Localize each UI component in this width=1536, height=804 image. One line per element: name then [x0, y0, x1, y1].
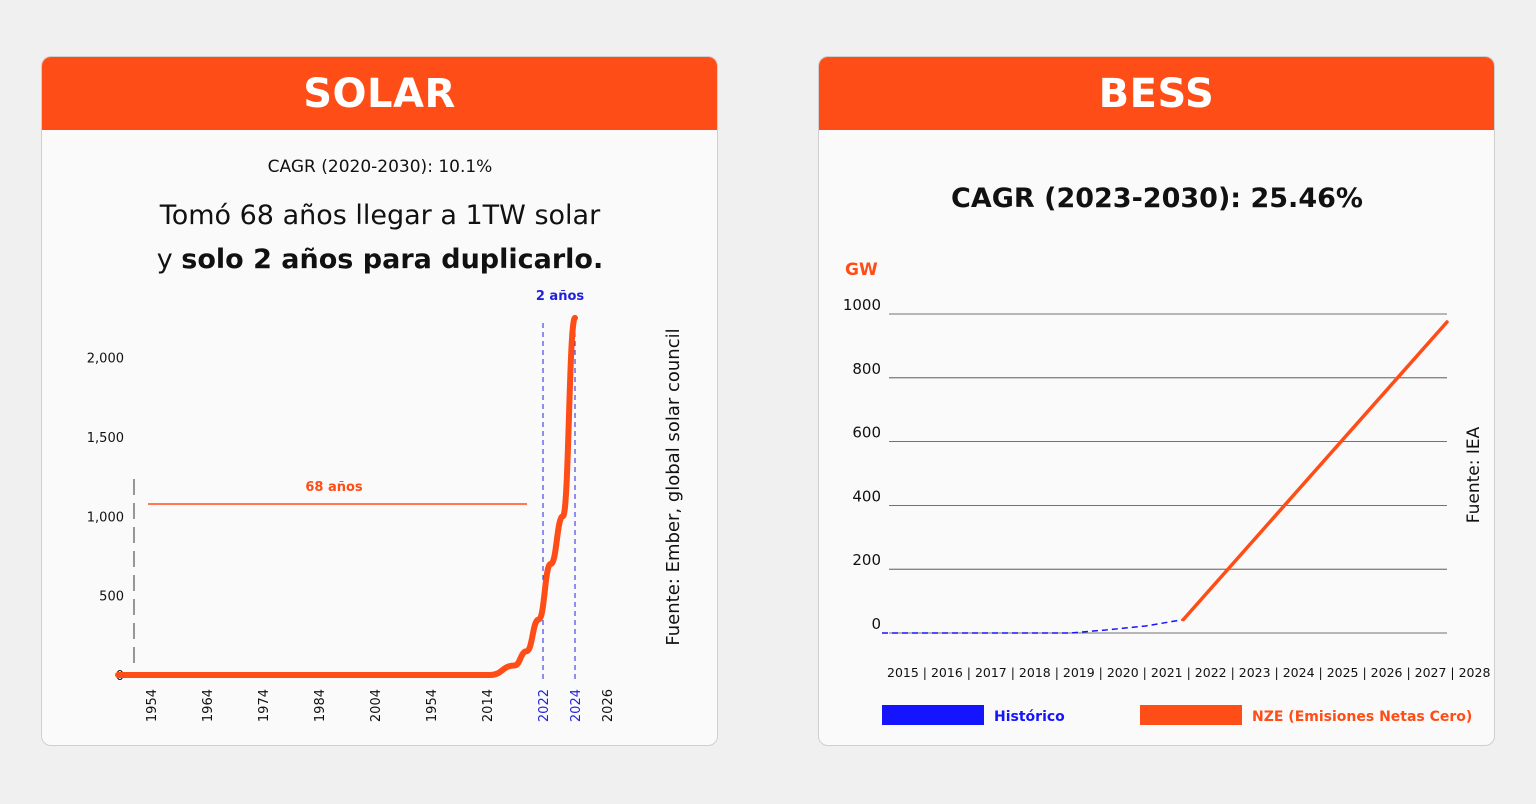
bess-y-tick-label: 400	[852, 487, 881, 505]
solar-chart: CAGR (2020-2030): 10.1% Tomó 68 años lle…	[87, 157, 684, 722]
solar-source: Fuente: Ember, global solar council	[663, 328, 684, 645]
solar-headline-2-bold: solo 2 años para duplicarlo.	[181, 244, 603, 275]
bess-y-tick-label: 600	[852, 424, 881, 442]
legend-hist-label: Histórico	[994, 709, 1065, 725]
solar-y-tick-label: 1,000	[87, 510, 124, 525]
solar-x-tick-label: 1964	[201, 689, 216, 722]
solar-x-tick-label: 2022	[537, 689, 552, 722]
solar-headline-1: Tomó 68 años llegar a 1TW solar	[159, 200, 601, 231]
legend-nze-label: NZE (Emisiones Netas Cero)	[1252, 709, 1472, 725]
bess-plot-area: GW 0 200 400 600 800 1000	[843, 260, 1449, 634]
bess-y-tick-label: 200	[852, 551, 881, 569]
solar-x-tick-label: 2024	[569, 689, 584, 722]
solar-x-tick-label: 1974	[257, 689, 272, 722]
bess-cagr: CAGR (2023-2030): 25.46%	[951, 183, 1363, 214]
bess-header: BESS	[819, 57, 1494, 130]
bess-chart: CAGR (2023-2030): 25.46% GW 0 200 400 600 800…	[843, 183, 1495, 725]
solar-headline-2: y solo 2 años para duplicarlo.	[157, 244, 604, 275]
solar-y-tick-label: 500	[99, 590, 124, 605]
bess-series-nze	[1181, 320, 1449, 622]
bess-y-tick-label: 0	[871, 615, 881, 633]
solar-cagr: CAGR (2020-2030): 10.1%	[268, 157, 493, 177]
solar-2-years-label: 2 años	[536, 289, 585, 304]
solar-header: SOLAR	[42, 57, 717, 130]
solar-y-tick-label: 1,500	[87, 431, 124, 446]
bess-series-historico	[882, 618, 1184, 634]
legend-nze-swatch	[1140, 705, 1242, 725]
bess-source: Fuente: IEA	[1464, 426, 1484, 523]
solar-x-tick-label: 2026	[601, 689, 616, 722]
solar-x-tick-label: 1954	[145, 689, 160, 722]
solar-headline-2-prefix: y	[157, 244, 182, 275]
solar-series-line	[115, 314, 578, 678]
solar-x-tick-label: 2004	[369, 689, 384, 722]
bess-card: BESS CAGR (2023-2030): 25.46% GW 0 200 400 6…	[818, 56, 1495, 746]
solar-x-tick-label: 1954	[425, 689, 440, 722]
bess-y-unit-label: GW	[845, 260, 878, 280]
bess-y-tick-label: 800	[852, 360, 881, 378]
solar-y-tick-label: 2,000	[87, 352, 124, 367]
solar-x-tick-label: 2014	[481, 689, 496, 722]
solar-x-tick-label: 1984	[313, 689, 328, 722]
solar-card: SOLAR CAGR (2020-2030): 10.1% Tomó 68 añ…	[41, 56, 718, 746]
legend-hist-swatch	[882, 705, 984, 725]
solar-68-years-label: 68 años	[305, 480, 363, 495]
bess-y-tick-label: 1000	[843, 296, 881, 314]
bess-x-axis-labels: 2015 | 2016 | 2017 | 2018 | 2019 | 2020 …	[887, 665, 1495, 680]
